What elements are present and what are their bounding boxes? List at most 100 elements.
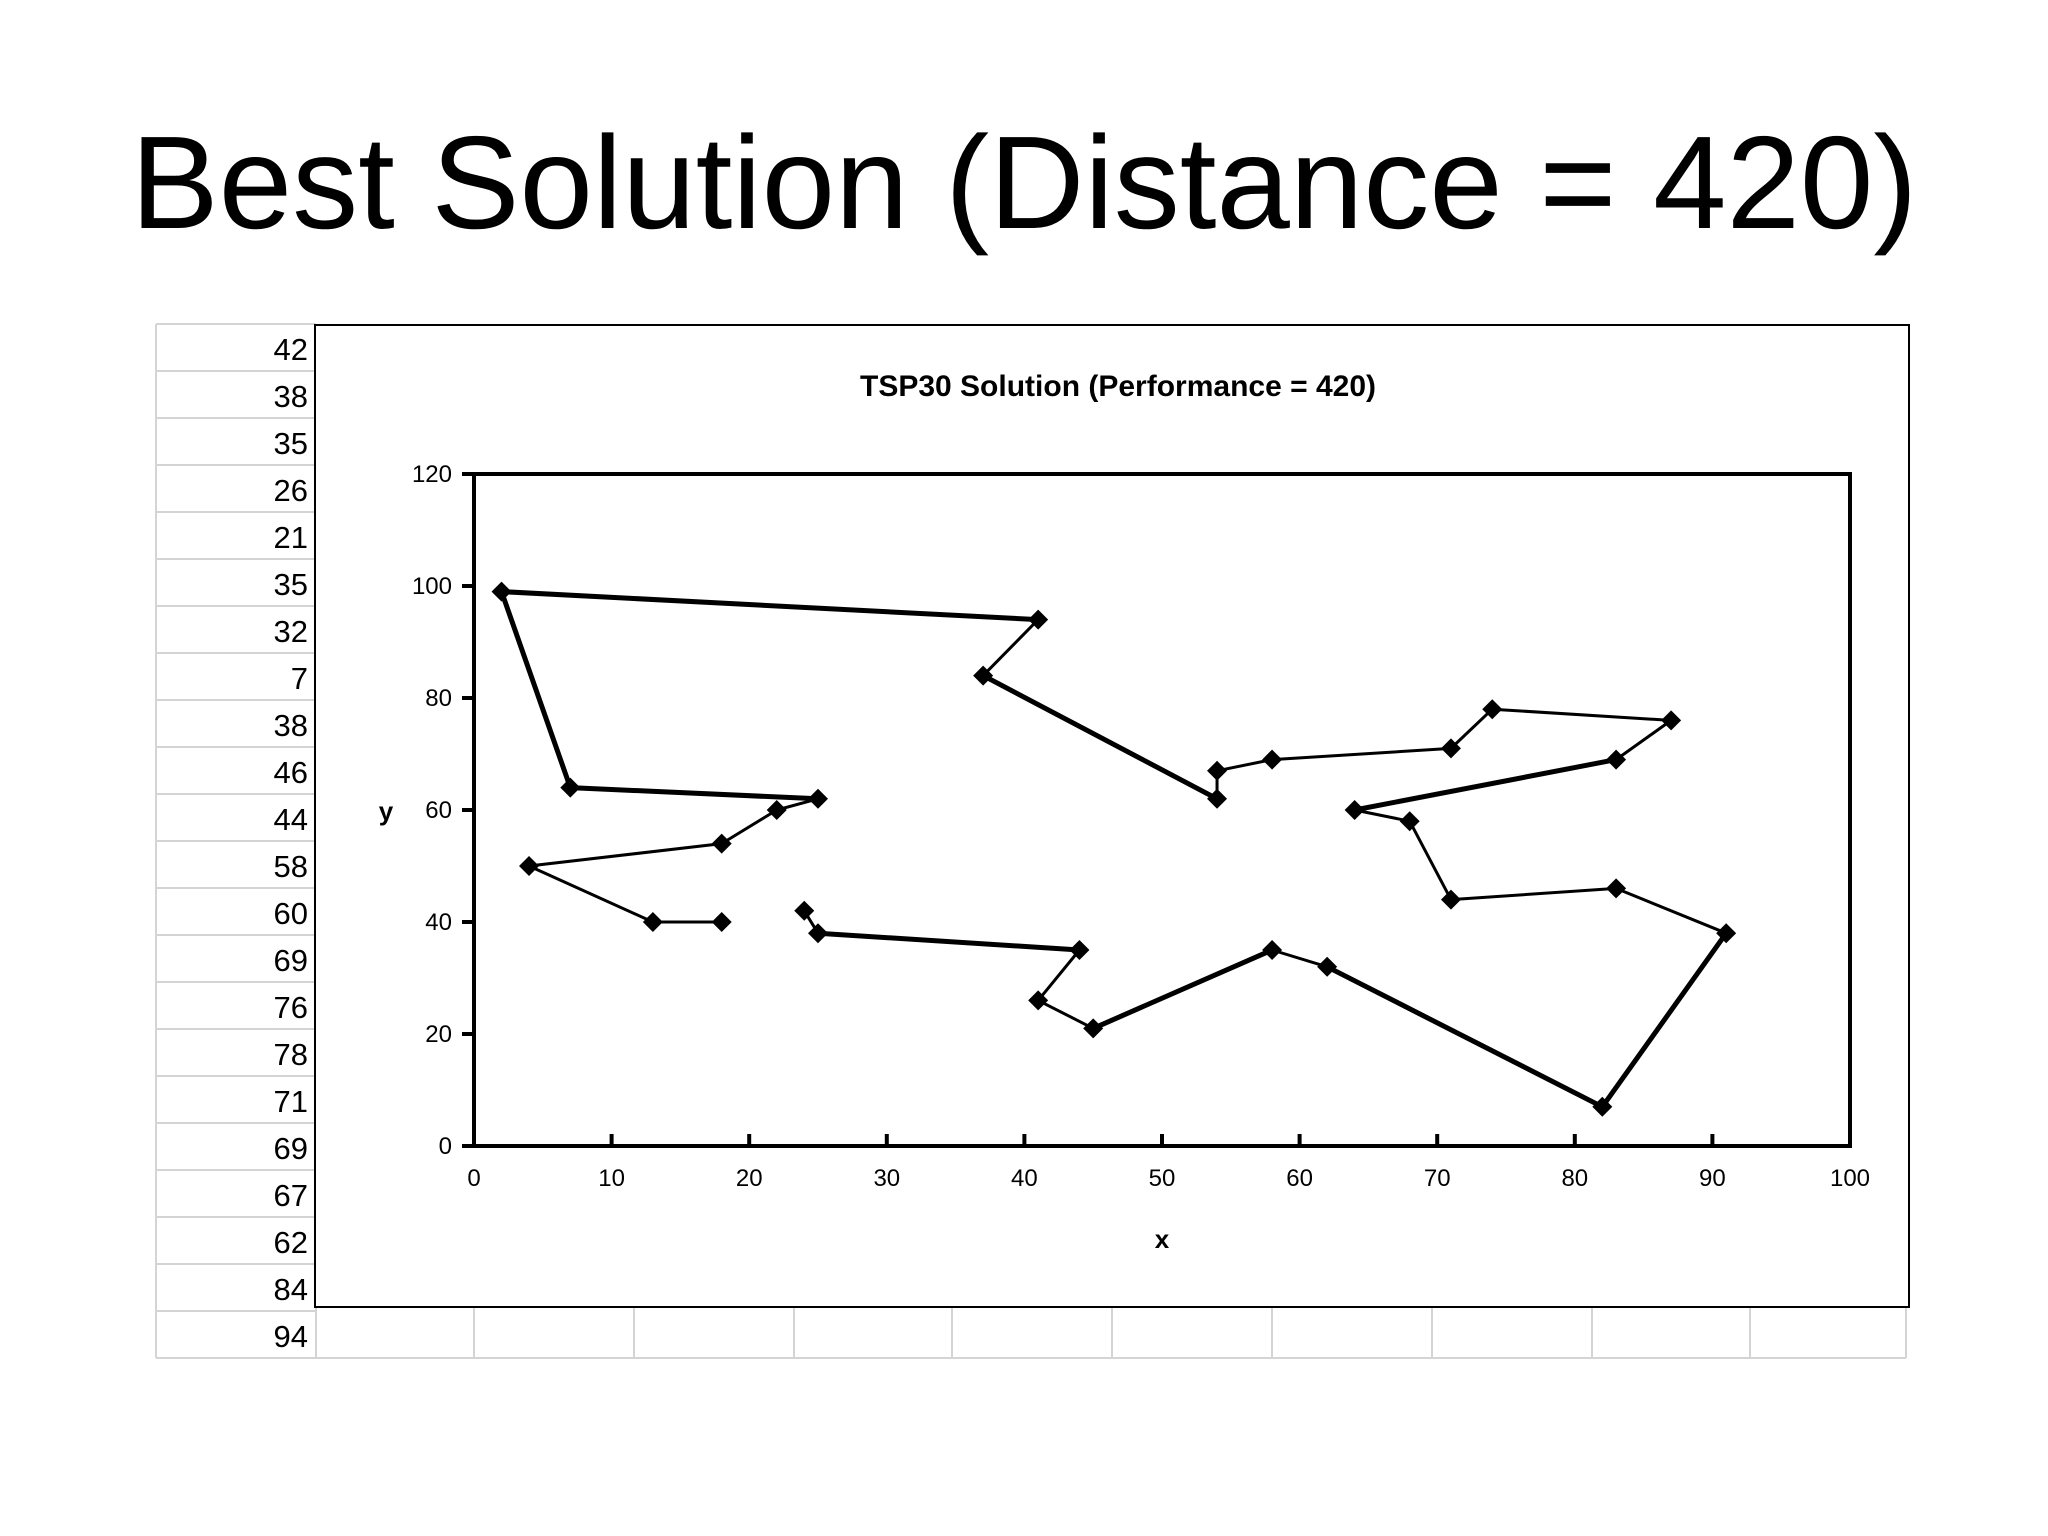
cell-value[interactable]: 44 (274, 802, 308, 837)
tour-segment (1408, 819, 1453, 902)
city-marker[interactable] (794, 900, 815, 921)
cell-value[interactable]: 26 (274, 473, 308, 508)
city-marker[interactable] (1606, 749, 1627, 770)
y-tick-label: 120 (412, 461, 452, 488)
city-marker[interactable] (1716, 923, 1737, 944)
city-marker[interactable] (1344, 800, 1365, 820)
tour-segment (1449, 886, 1618, 902)
cell-value[interactable]: 78 (274, 1037, 308, 1072)
tour-segment (1036, 998, 1095, 1030)
cell-value[interactable]: 76 (274, 990, 308, 1025)
slide-title: Best Solution (Distance = 420) (130, 109, 1918, 256)
tour-segment (1490, 707, 1673, 722)
cell-value[interactable]: 7 (291, 661, 308, 696)
x-tick-label: 90 (1699, 1165, 1726, 1192)
y-tick-label: 20 (425, 1021, 452, 1048)
city-marker[interactable] (560, 777, 581, 798)
x-tick-label: 0 (467, 1165, 480, 1192)
tour-segment (980, 673, 1220, 802)
cell-value[interactable]: 67 (274, 1178, 308, 1213)
city-marker[interactable] (766, 800, 787, 820)
tour-segment (1352, 757, 1619, 813)
city-marker[interactable] (1069, 940, 1090, 960)
city-marker[interactable] (642, 912, 663, 932)
city-marker[interactable] (1262, 940, 1283, 960)
x-tick-label: 50 (1149, 1165, 1176, 1192)
x-tick-label: 40 (1011, 1165, 1038, 1192)
city-marker[interactable] (491, 581, 512, 602)
x-tick-label: 30 (873, 1165, 900, 1192)
y-axis-title: y (379, 796, 394, 826)
cell-value[interactable]: 71 (274, 1084, 308, 1119)
city-marker[interactable] (1028, 990, 1049, 1011)
tour-segment (1614, 718, 1673, 762)
city-marker[interactable] (808, 923, 828, 944)
cell-value[interactable]: 58 (274, 849, 308, 884)
x-tick-label: 100 (1830, 1165, 1870, 1192)
x-tick-label: 80 (1561, 1165, 1588, 1192)
tour-segment (1449, 707, 1494, 750)
tour-segment (1270, 948, 1329, 969)
city-marker[interactable] (1207, 788, 1228, 809)
city-marker[interactable] (808, 788, 828, 809)
tour-segment (981, 618, 1040, 678)
city-marker[interactable] (1592, 1096, 1613, 1117)
cell-value[interactable]: 38 (274, 379, 308, 414)
city-marker[interactable] (1606, 878, 1627, 899)
cell-value[interactable]: 46 (274, 755, 308, 790)
x-tick-label: 70 (1424, 1165, 1451, 1192)
city-marker[interactable] (1317, 956, 1338, 977)
tour-segment (1090, 947, 1275, 1031)
tour-segment (499, 589, 573, 791)
tour-segment (1036, 948, 1081, 1002)
city-marker[interactable] (1028, 609, 1049, 630)
chart-title: TSP30 Solution (Performance = 420) (860, 370, 1376, 403)
cell-value[interactable]: 69 (274, 943, 308, 978)
tour-segment (1353, 808, 1412, 823)
cell-value[interactable]: 38 (274, 708, 308, 743)
city-marker[interactable] (1083, 1018, 1104, 1039)
cell-value[interactable]: 69 (274, 1131, 308, 1166)
tour-segment (815, 930, 1082, 953)
city-marker[interactable] (1440, 889, 1461, 910)
tour-segment (527, 864, 655, 924)
cell-value[interactable]: 62 (274, 1225, 308, 1260)
cell-value[interactable]: 84 (274, 1272, 308, 1307)
y-tick-label: 60 (425, 797, 452, 824)
cell-value[interactable]: 60 (274, 896, 308, 931)
city-marker[interactable] (1440, 738, 1461, 759)
y-tick-label: 40 (425, 909, 452, 936)
y-tick-label: 0 (439, 1133, 452, 1160)
tour-segment (567, 785, 821, 802)
city-marker[interactable] (1207, 760, 1228, 781)
tour-segment (499, 589, 1041, 623)
cell-value[interactable]: 35 (274, 426, 308, 461)
city-marker[interactable] (711, 833, 732, 854)
cell-value[interactable]: 32 (274, 614, 308, 649)
tour-segment (1270, 746, 1453, 762)
tour-segment (527, 842, 724, 868)
x-tick-label: 60 (1286, 1165, 1313, 1192)
y-tick-label: 80 (425, 685, 452, 712)
tour-segment (1614, 886, 1728, 935)
city-marker[interactable] (1262, 749, 1283, 770)
city-marker[interactable] (1661, 710, 1682, 731)
cell-value[interactable]: 94 (274, 1319, 308, 1354)
y-tick-label: 100 (412, 573, 452, 600)
tour-segment (1599, 930, 1729, 1110)
cell-value[interactable]: 42 (274, 332, 308, 367)
tour-segment (720, 808, 779, 846)
x-tick-label: 20 (736, 1165, 763, 1192)
cell-value[interactable]: 21 (274, 520, 308, 555)
city-marker[interactable] (519, 856, 540, 876)
tour-segment (1215, 758, 1274, 773)
city-marker[interactable] (1482, 699, 1503, 720)
cell-value[interactable]: 35 (274, 567, 308, 602)
x-tick-label: 10 (598, 1165, 625, 1192)
x-axis-title: x (1155, 1224, 1170, 1254)
city-marker[interactable] (1399, 811, 1420, 832)
city-marker[interactable] (973, 665, 994, 686)
city-marker[interactable] (711, 912, 732, 932)
tour-segment (1324, 964, 1605, 1110)
